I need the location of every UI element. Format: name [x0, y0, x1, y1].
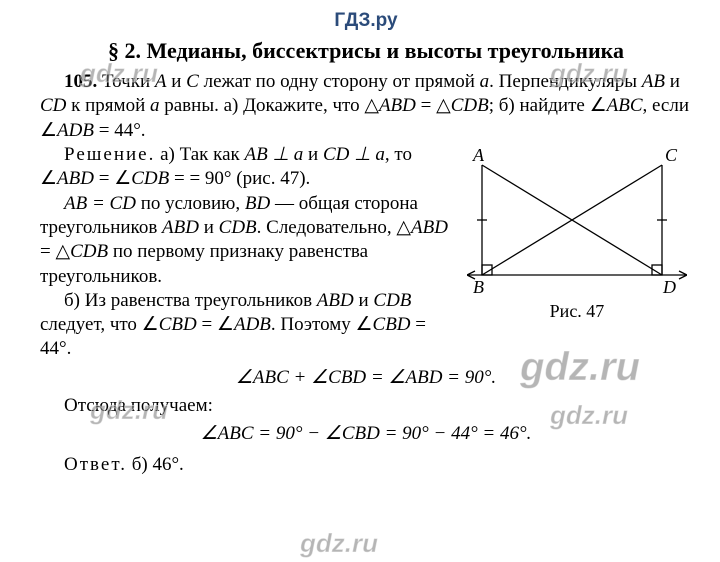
text: Точки	[97, 71, 155, 92]
text: а) Так как	[155, 144, 244, 165]
text: . Следовательно, △	[257, 217, 411, 238]
page-container: ГДЗ.ру § 2. Медианы, биссектрисы и высот…	[0, 0, 720, 562]
solution-line-3: б) Из равенства треугольников ABD и CDB …	[40, 289, 450, 362]
var: CDB	[219, 217, 257, 238]
solution-line-2: AB = CD по условию, BD — общая сторона т…	[40, 192, 450, 289]
text: равны. а) Докажите, что △	[160, 95, 379, 116]
var: ABD	[317, 290, 354, 311]
var: ABD	[411, 217, 448, 238]
text: б) Из равенства треугольников	[64, 290, 317, 311]
text: . Перпендикуляры	[489, 71, 642, 92]
hence: Отсюда получаем:	[40, 394, 692, 418]
text: к прямой	[66, 95, 150, 116]
figure-svg: A C B D	[467, 145, 687, 295]
var: ADB	[234, 314, 271, 335]
label-A: A	[472, 145, 485, 165]
section-title: § 2. Медианы, биссектрисы и высоты треуг…	[40, 38, 692, 64]
figure-column: A C B D Рис. 47	[462, 143, 692, 322]
problem-statement: 105. Точки A и C лежат по одну сторону о…	[40, 70, 692, 143]
text: = 44°.	[94, 120, 146, 141]
expr: ∠ABC = 90° − ∠CBD = 90° − 44° = 46°.	[201, 423, 532, 444]
answer-text: б) 46°.	[127, 454, 184, 475]
text: = = 90° (рис. 47).	[169, 168, 310, 189]
solution-label: Решение.	[64, 144, 155, 165]
text: и	[167, 71, 187, 92]
var-CDB: CDB	[451, 95, 489, 116]
text: лежат по одну сторону от прямой	[199, 71, 480, 92]
problem-number: 105.	[64, 71, 97, 92]
text: по условию,	[136, 193, 245, 214]
text: . Поэтому ∠	[271, 314, 373, 335]
var: ABD	[57, 168, 94, 189]
var: CDB	[373, 290, 411, 311]
solution-with-figure: Решение. а) Так как AB ⊥ a и CD ⊥ a, то …	[40, 143, 692, 362]
var-a: a	[150, 95, 160, 116]
text: ; б) найдите ∠	[489, 95, 607, 116]
equation-2: ∠ABC = 90° − ∠CBD = 90° − 44° = 46°.	[40, 422, 692, 446]
text: = △	[416, 95, 451, 116]
label-B: B	[473, 277, 484, 295]
expr: CD ⊥ a	[323, 144, 385, 165]
var-ADB: ADB	[57, 120, 94, 141]
var-A: A	[155, 71, 167, 92]
var: CBD	[159, 314, 197, 335]
var-ABC: ABC	[607, 95, 643, 116]
equation-1: ∠ABC + ∠CBD = ∠ABD = 90°.	[40, 366, 692, 390]
var: CBD	[373, 314, 411, 335]
var-CD: CD	[40, 95, 66, 116]
solution-line-1: Решение. а) Так как AB ⊥ a и CD ⊥ a, то …	[40, 143, 450, 192]
figure-caption: Рис. 47	[462, 301, 692, 322]
label-D: D	[662, 277, 676, 295]
label-C: C	[665, 145, 678, 165]
var-ABD: ABD	[379, 95, 416, 116]
text: и	[199, 217, 219, 238]
solution-text-column: Решение. а) Так как AB ⊥ a и CD ⊥ a, то …	[40, 143, 450, 362]
watermark: gdz.ru	[300, 528, 378, 559]
text: = △	[40, 241, 70, 262]
site-logo: ГДЗ.ру	[40, 10, 692, 32]
var: CDB	[131, 168, 169, 189]
expr: AB ⊥ a	[245, 144, 304, 165]
expr: ∠ABC + ∠CBD = ∠ABD = 90°.	[236, 367, 496, 388]
var-AB: AB	[642, 71, 665, 92]
text: и	[354, 290, 374, 311]
var-C: C	[186, 71, 199, 92]
text: = ∠	[94, 168, 131, 189]
var: BD	[245, 193, 270, 214]
answer-label: Ответ.	[64, 454, 127, 475]
text: и	[303, 144, 323, 165]
text: и	[665, 71, 680, 92]
expr: AB = CD	[64, 193, 136, 214]
answer: Ответ. б) 46°.	[40, 453, 692, 477]
text: следует, что ∠	[40, 314, 159, 335]
var-a: a	[480, 71, 490, 92]
var: ABD	[162, 217, 199, 238]
var: CDB	[70, 241, 108, 262]
text: = ∠	[197, 314, 234, 335]
